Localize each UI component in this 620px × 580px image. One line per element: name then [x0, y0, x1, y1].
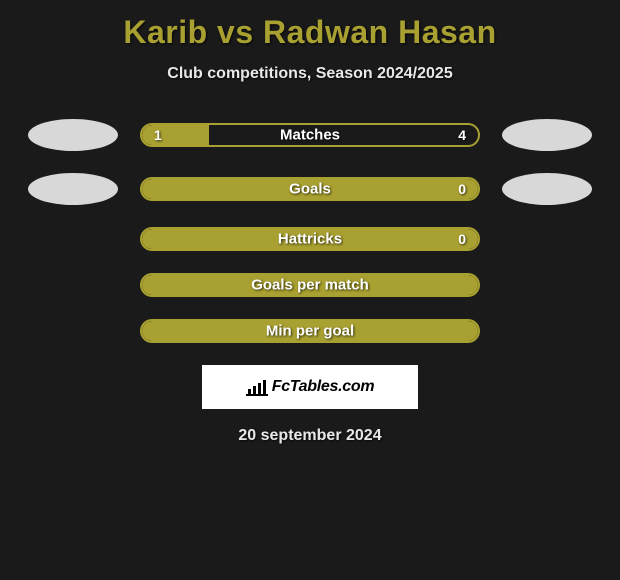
stat-label: Matches: [142, 127, 478, 144]
stat-bar: Min per goal: [140, 319, 480, 343]
stat-label: Goals: [142, 181, 478, 198]
stat-row: Hattricks 0: [0, 227, 620, 251]
player-avatar-left: [28, 173, 118, 205]
stat-label: Min per goal: [142, 323, 478, 340]
player-avatar-right: [502, 173, 592, 205]
brand-name: FcTables.com: [272, 378, 375, 396]
date-label: 20 september 2024: [0, 427, 620, 445]
player-avatar-right: [502, 119, 592, 151]
stat-bar: Goals per match: [140, 273, 480, 297]
stat-label: Goals per match: [142, 277, 478, 294]
brand-logo[interactable]: FcTables.com: [202, 365, 418, 409]
player-avatar-left: [28, 119, 118, 151]
subtitle: Club competitions, Season 2024/2025: [0, 65, 620, 83]
stat-bar: Hattricks 0: [140, 227, 480, 251]
stat-bar: Goals 0: [140, 177, 480, 201]
stat-row: Goals 0: [0, 173, 620, 205]
stat-row: 1 Matches 4: [0, 119, 620, 151]
stat-bar: 1 Matches 4: [140, 123, 480, 147]
chart-icon: [246, 378, 268, 396]
stat-value-right: 0: [458, 231, 466, 247]
stat-value-right: 0: [458, 181, 466, 197]
stat-row: Min per goal: [0, 319, 620, 343]
stat-label: Hattricks: [142, 231, 478, 248]
stat-row: Goals per match: [0, 273, 620, 297]
page-title: Karib vs Radwan Hasan: [0, 0, 620, 51]
stat-rows: 1 Matches 4 Goals 0 Hattricks 0 Goa: [0, 119, 620, 343]
stat-value-right: 4: [458, 127, 466, 143]
